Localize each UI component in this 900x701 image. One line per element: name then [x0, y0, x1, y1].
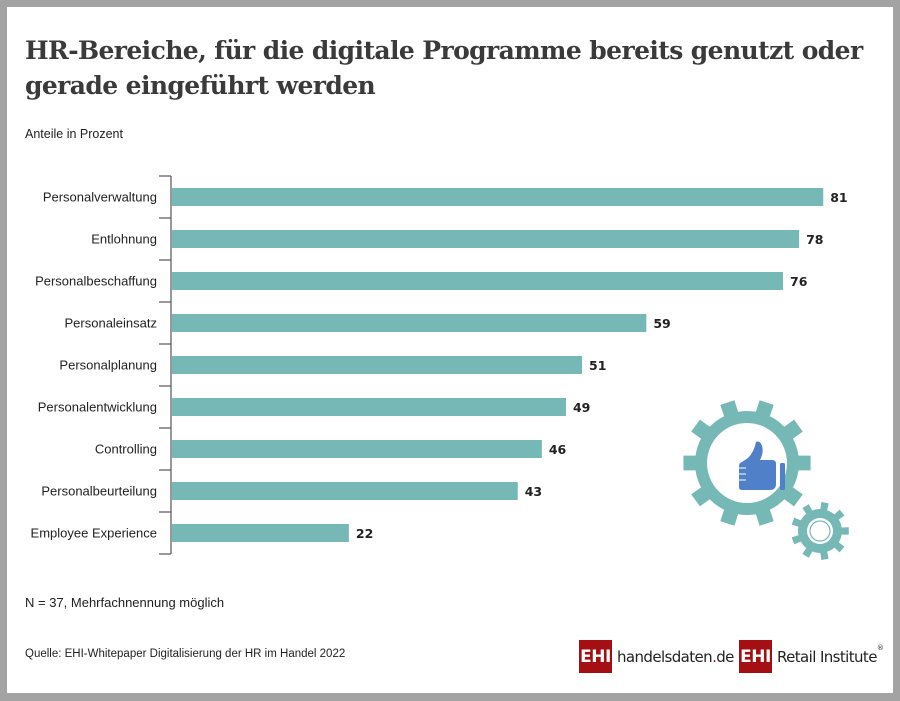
value-label: 49 — [573, 400, 590, 415]
logo-text-main: handelsdaten — [617, 647, 713, 666]
sample-note: N = 37, Mehrfachnennung möglich — [25, 595, 225, 610]
y-axis — [159, 175, 172, 555]
chart-subtitle: Anteile in Prozent — [25, 127, 123, 141]
thumb-hand — [739, 441, 776, 490]
bar — [172, 440, 542, 458]
bar — [172, 524, 349, 542]
bar — [172, 188, 824, 206]
category-label: Personaleinsatz — [65, 316, 158, 331]
value-labels: 81 78 76 59 51 49 46 43 22 — [356, 190, 848, 541]
gears-thumbs-up-icon — [683, 400, 849, 560]
category-label: Personalplanung — [59, 358, 157, 373]
value-label: 76 — [790, 274, 808, 289]
category-label: Personalbeurteilung — [41, 484, 157, 499]
category-label: Entlohnung — [91, 232, 157, 247]
ehi-retail-institute-logo[interactable]: EHI Retail Institute® — [739, 640, 884, 673]
ehi-logo-box: EHI — [739, 640, 772, 673]
value-label: 81 — [830, 190, 847, 205]
bars — [172, 188, 824, 542]
handelsdaten-logo[interactable]: EHI handelsdaten.de — [579, 640, 734, 673]
source-note: Quelle: EHI-Whitepaper Digitalisierung d… — [25, 648, 346, 660]
category-label: Personalbeschaffung — [35, 274, 157, 289]
bar — [172, 398, 566, 416]
handelsdaten-text: handelsdaten.de — [617, 648, 734, 666]
small-gear-ring — [809, 520, 831, 542]
bar — [172, 314, 647, 332]
logo-text-dot: . — [712, 647, 717, 666]
logo-text-tld: de — [716, 647, 734, 666]
ehi-logo-box: EHI — [579, 640, 612, 673]
value-label: 43 — [525, 484, 542, 499]
value-label: 46 — [549, 442, 567, 457]
bar — [172, 272, 784, 290]
value-label: 59 — [653, 316, 670, 331]
small-gear-hole — [807, 518, 833, 544]
logo-text-main: Retail Institute — [777, 647, 877, 666]
chart-card — [7, 7, 893, 693]
chart-title: HR-Bereiche, für die digitale Programme … — [25, 36, 863, 100]
value-label: 78 — [806, 232, 823, 247]
registered-mark: ® — [876, 643, 884, 652]
value-label: 22 — [356, 526, 373, 541]
category-label: Personalverwaltung — [43, 190, 157, 205]
thumbs-up-icon — [739, 441, 785, 490]
value-label: 51 — [589, 358, 606, 373]
thumb-cuff — [780, 463, 785, 490]
category-label: Personalentwicklung — [38, 400, 157, 415]
small-gear-icon — [791, 502, 849, 560]
retail-institute-text: Retail Institute® — [777, 644, 884, 666]
bar — [172, 356, 583, 374]
category-labels: Personalverwaltung Entlohnung Personalbesc… — [31, 190, 157, 541]
bar — [172, 482, 518, 500]
category-label: Employee Experience — [31, 526, 157, 541]
bar — [172, 230, 800, 248]
category-label: Controlling — [95, 442, 157, 457]
